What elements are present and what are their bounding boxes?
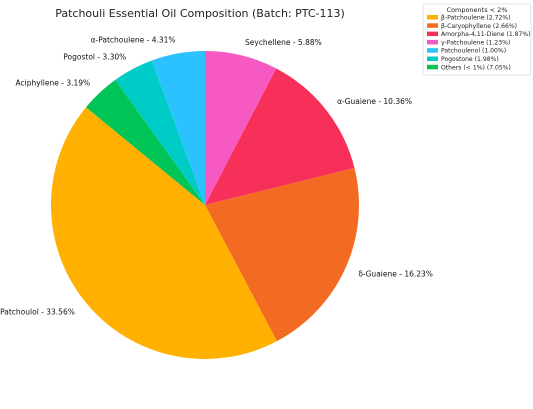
pie-slices — [50, 51, 359, 360]
slice-label-guaiene: α-Guaiene - 10.36% — [337, 97, 412, 106]
pie-slice-guaiene — [205, 167, 359, 342]
legend-item-label: Amorpha-4,11-Diene (1.87%) — [441, 31, 531, 38]
slice-label-pogostol: Pogostol - 3.30% — [63, 53, 126, 62]
pie-slice-pogostol — [115, 60, 205, 206]
legend-swatch — [427, 56, 438, 61]
legend-box — [422, 3, 532, 76]
legend-item-label: β-Caryophyllene (2.66%) — [441, 23, 517, 30]
chart-title: Patchouli Essential Oil Composition (Bat… — [55, 7, 345, 20]
legend-item-label: β-Patchoulene (2.72%) — [441, 15, 511, 22]
pie-slice-seychellene — [205, 51, 277, 205]
slice-label-patchoulol: Patchoulol - 33.56% — [0, 307, 75, 316]
slice-label-aciphyllene: Aciphyllene - 3.19% — [16, 78, 91, 87]
legend-item-label: Patchoulenol (1.00%) — [441, 48, 506, 55]
legend-swatch — [427, 48, 438, 53]
pie-slice-aciphyllene — [85, 79, 205, 205]
slice-label-patchoulene: α-Patchoulene - 4.31% — [91, 36, 176, 45]
legend-item-label: γ-Patchoulene (1.23%) — [441, 39, 510, 46]
legend-swatch — [427, 23, 438, 28]
slice-label-guaiene: δ-Guaiene - 16.23% — [358, 270, 433, 279]
legend-item-label: Others (< 1%) (7.05%) — [441, 64, 511, 71]
slice-label-seychellene: Seychellene - 5.88% — [245, 38, 322, 47]
pie-slice-patchoulene — [151, 51, 205, 205]
legend-items: β-Patchoulene (2.72%)β-Caryophyllene (2.… — [427, 15, 531, 71]
pie-labels: Seychellene - 5.88% α-Guaiene - 10.36% δ-G… — [0, 36, 433, 317]
legend-swatch — [427, 31, 438, 37]
legend-title: Components < 2% — [446, 6, 507, 14]
legend-swatch — [427, 64, 438, 70]
pie-slice-guaiene — [205, 68, 355, 205]
legend-item-label: Pogostone (1.98%) — [441, 56, 499, 63]
legend-swatch — [427, 15, 438, 20]
pie-slice-patchoulol — [50, 107, 277, 360]
legend: Components < 2% β-Patchoulene (2.72%)β-C… — [422, 3, 532, 76]
legend-swatch — [427, 39, 438, 45]
